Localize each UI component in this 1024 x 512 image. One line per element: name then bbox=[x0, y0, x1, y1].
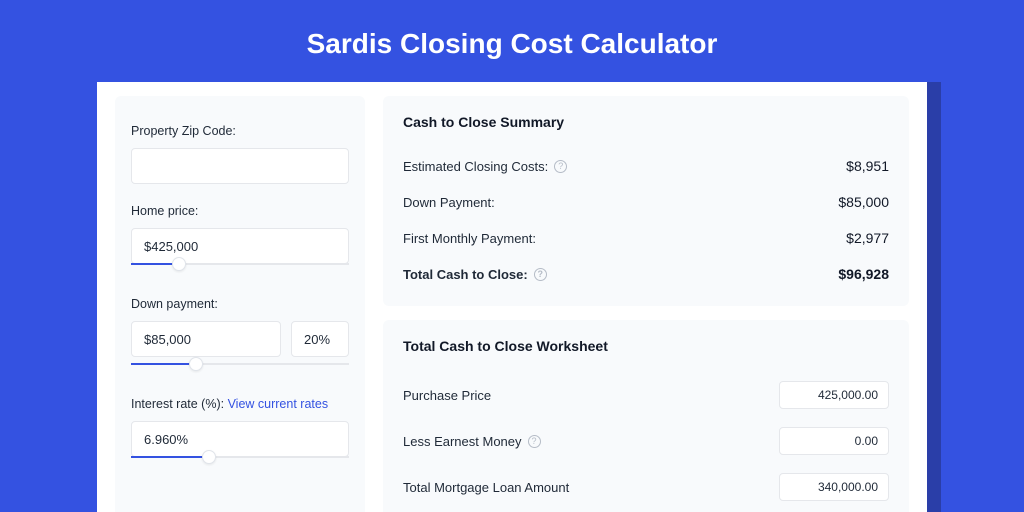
down-payment-input[interactable] bbox=[131, 321, 281, 357]
worksheet-row-label: Less Earnest Money? bbox=[403, 434, 541, 449]
help-icon[interactable]: ? bbox=[528, 435, 541, 448]
worksheet-card: Total Cash to Close Worksheet Purchase P… bbox=[383, 320, 909, 512]
worksheet-title: Total Cash to Close Worksheet bbox=[403, 338, 889, 354]
worksheet-row-label: Purchase Price bbox=[403, 388, 491, 403]
slider-thumb[interactable] bbox=[202, 450, 216, 464]
worksheet-row-label: Total Mortgage Loan Amount bbox=[403, 480, 569, 495]
down-payment-pct-input[interactable] bbox=[291, 321, 349, 357]
worksheet-row: Total Mortgage Loan Amount bbox=[403, 464, 889, 510]
home-price-slider[interactable] bbox=[131, 263, 349, 277]
summary-rows: Estimated Closing Costs:? $8,951 Down Paym… bbox=[403, 148, 889, 292]
summary-row-label: Down Payment: bbox=[403, 195, 495, 210]
results-column: Cash to Close Summary Estimated Closing … bbox=[383, 96, 909, 512]
interest-input[interactable] bbox=[131, 421, 349, 457]
worksheet-row-input[interactable] bbox=[779, 427, 889, 455]
summary-row-value: $85,000 bbox=[838, 194, 889, 210]
help-icon[interactable]: ? bbox=[554, 160, 567, 173]
slider-thumb[interactable] bbox=[189, 357, 203, 371]
worksheet-row: Purchase Price bbox=[403, 372, 889, 418]
summary-row-value: $96,928 bbox=[838, 266, 889, 282]
down-payment-slider[interactable] bbox=[131, 363, 349, 377]
down-payment-field-group: Down payment: bbox=[131, 297, 349, 377]
worksheet-row-input[interactable] bbox=[779, 381, 889, 409]
help-icon[interactable]: ? bbox=[534, 268, 547, 281]
summary-row-label: Estimated Closing Costs:? bbox=[403, 159, 567, 174]
zip-field-group: Property Zip Code: bbox=[131, 124, 349, 184]
summary-row: Down Payment: $85,000 bbox=[403, 184, 889, 220]
summary-title: Cash to Close Summary bbox=[403, 114, 889, 130]
home-price-field-group: Home price: bbox=[131, 204, 349, 277]
down-payment-label: Down payment: bbox=[131, 297, 349, 311]
calculator-panel: Property Zip Code: Home price: Down paym… bbox=[97, 82, 927, 512]
summary-row-label: Total Cash to Close:? bbox=[403, 267, 547, 282]
zip-label: Property Zip Code: bbox=[131, 124, 349, 138]
worksheet-row: Less Earnest Money? bbox=[403, 418, 889, 464]
summary-row: Total Cash to Close:? $96,928 bbox=[403, 256, 889, 292]
summary-row-value: $2,977 bbox=[846, 230, 889, 246]
slider-thumb[interactable] bbox=[172, 257, 186, 271]
worksheet-row-input[interactable] bbox=[779, 473, 889, 501]
zip-input[interactable] bbox=[131, 148, 349, 184]
interest-label-text: Interest rate (%): bbox=[131, 397, 228, 411]
shadow-right bbox=[927, 82, 941, 512]
interest-slider[interactable] bbox=[131, 456, 349, 470]
worksheet-rows: Purchase Price Less Earnest Money? Total M… bbox=[403, 372, 889, 510]
interest-field-group: Interest rate (%): View current rates bbox=[131, 397, 349, 470]
calculator-container: Property Zip Code: Home price: Down paym… bbox=[97, 82, 927, 512]
view-rates-link[interactable]: View current rates bbox=[228, 397, 329, 411]
inputs-sidebar: Property Zip Code: Home price: Down paym… bbox=[115, 96, 365, 512]
summary-row: Estimated Closing Costs:? $8,951 bbox=[403, 148, 889, 184]
home-price-label: Home price: bbox=[131, 204, 349, 218]
summary-card: Cash to Close Summary Estimated Closing … bbox=[383, 96, 909, 306]
summary-row: First Monthly Payment: $2,977 bbox=[403, 220, 889, 256]
slider-fill bbox=[131, 456, 209, 458]
interest-label: Interest rate (%): View current rates bbox=[131, 397, 349, 411]
summary-row-label: First Monthly Payment: bbox=[403, 231, 536, 246]
home-price-input[interactable] bbox=[131, 228, 349, 264]
page-title: Sardis Closing Cost Calculator bbox=[0, 0, 1024, 82]
summary-row-value: $8,951 bbox=[846, 158, 889, 174]
slider-fill bbox=[131, 363, 196, 365]
